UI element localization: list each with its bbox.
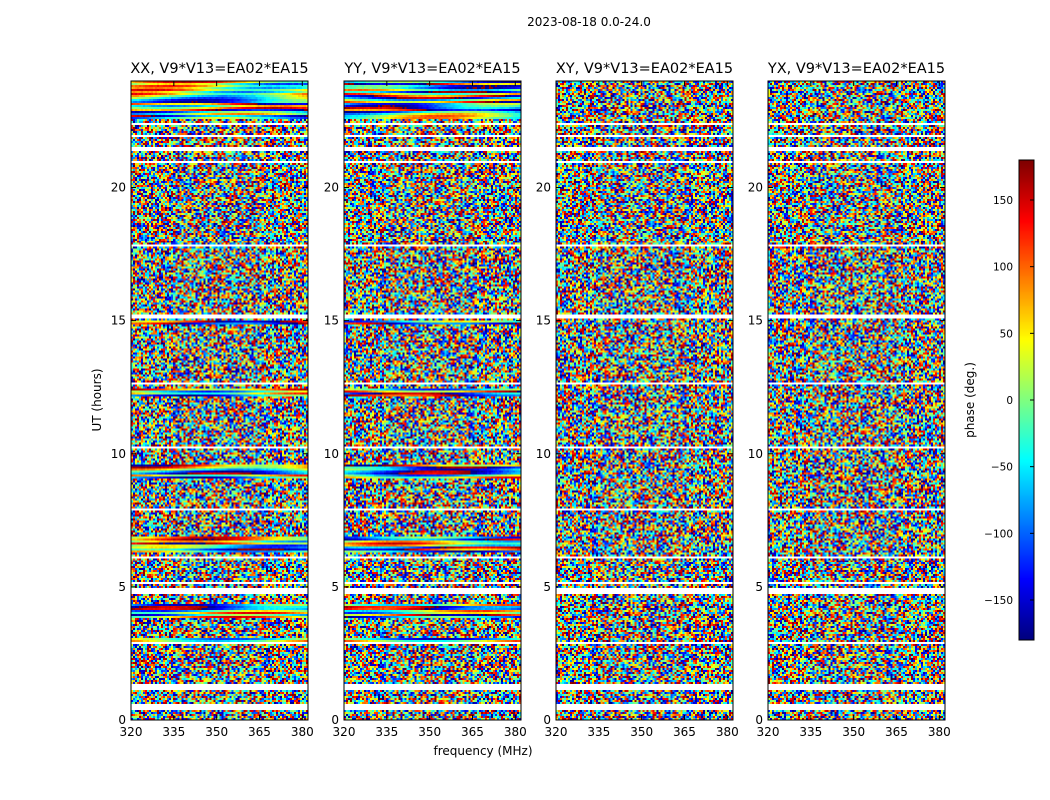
x-tick-label: 350	[205, 725, 228, 739]
panel-frame	[130, 80, 309, 721]
x-tick-label: 335	[587, 725, 610, 739]
x-tick-label: 380	[928, 725, 951, 739]
x-tick-label: 320	[757, 725, 780, 739]
colorbar-tick-label: 0	[1006, 395, 1013, 407]
y-tick-label: 5	[543, 580, 551, 594]
x-tick-label: 335	[799, 725, 822, 739]
panel-xx: XX, V9*V13=EA02*EA15 320 335 350 365 380 0 5 10 1…	[111, 61, 314, 739]
colorbar-tick-label: −100	[984, 528, 1013, 540]
panel-title: YX, V9*V13=EA02*EA15	[767, 61, 945, 77]
panel-title: XX, V9*V13=EA02*EA15	[130, 61, 308, 77]
x-tick-label: 380	[291, 725, 314, 739]
y-tick-label: 20	[111, 181, 126, 195]
x-tick-label: 365	[885, 725, 908, 739]
colorbar: −150 −100 −50 0 50 100 150	[984, 159, 1035, 641]
x-tick-label: 365	[248, 725, 271, 739]
heatmap-xx	[131, 81, 308, 720]
panel-yy: YY, V9*V13=EA02*EA15 320 335 350 365 380 0 5 10 1…	[324, 61, 527, 739]
x-tick-label: 320	[545, 725, 568, 739]
y-tick-label: 0	[118, 713, 126, 727]
y-tick-label: 0	[755, 713, 763, 727]
y-tick-label: 0	[331, 713, 339, 727]
colorbar-label: phase (deg.)	[963, 362, 977, 438]
x-tick-label: 335	[162, 725, 185, 739]
y-tick-label: 10	[748, 447, 763, 461]
y-tick-label: 20	[748, 181, 763, 195]
y-tick-label: 0	[543, 713, 551, 727]
heatmap-yx	[768, 81, 945, 720]
heatmap-xy	[556, 81, 733, 720]
y-tick-label: 10	[324, 447, 339, 461]
x-tick-label: 365	[461, 725, 484, 739]
panel-yx: YX, V9*V13=EA02*EA15 320 335 350 365 380 0 5 10 1…	[748, 61, 951, 739]
x-tick-label: 350	[418, 725, 441, 739]
figure-suptitle: 2023-08-18 0.0-24.0	[527, 15, 651, 29]
colorbar-tick-label: 150	[993, 195, 1013, 207]
colorbar-tick-label: 50	[1000, 328, 1013, 340]
colorbar-tick-label: −150	[984, 595, 1013, 607]
y-tick-label: 10	[111, 447, 126, 461]
y-axis-label: UT (hours)	[90, 368, 104, 431]
heatmap-yy	[344, 81, 521, 720]
x-axis-label: frequency (MHz)	[433, 744, 532, 758]
x-tick-label: 350	[630, 725, 653, 739]
y-tick-label: 5	[755, 580, 763, 594]
y-tick-label: 20	[324, 181, 339, 195]
y-tick-label: 15	[536, 314, 551, 328]
panel-frame	[555, 80, 734, 721]
panel-xy: XY, V9*V13=EA02*EA15 320 335 350 365 380 0 5 10 1…	[536, 61, 739, 739]
x-tick-label: 365	[673, 725, 696, 739]
y-tick-label: 15	[111, 314, 126, 328]
x-tick-label: 380	[716, 725, 739, 739]
colorbar-gradient	[1019, 160, 1034, 640]
colorbar-tick-label: 100	[993, 262, 1013, 274]
y-tick-label: 15	[324, 314, 339, 328]
y-tick-label: 5	[331, 580, 339, 594]
panel-frame	[343, 80, 522, 721]
colorbar-tick-label: −50	[991, 462, 1013, 474]
y-tick-label: 15	[748, 314, 763, 328]
x-tick-label: 350	[842, 725, 865, 739]
panel-title: XY, V9*V13=EA02*EA15	[556, 61, 733, 77]
y-tick-label: 20	[536, 181, 551, 195]
panels-group: XX, V9*V13=EA02*EA15 320 335 350 365 380 0 5 10 1…	[111, 61, 951, 739]
panel-title: YY, V9*V13=EA02*EA15	[343, 61, 520, 77]
y-tick-label: 10	[536, 447, 551, 461]
panel-frame	[767, 80, 946, 721]
x-tick-label: 320	[120, 725, 143, 739]
y-tick-label: 5	[118, 580, 126, 594]
x-tick-label: 380	[504, 725, 527, 739]
x-tick-label: 320	[333, 725, 356, 739]
x-tick-label: 335	[375, 725, 398, 739]
